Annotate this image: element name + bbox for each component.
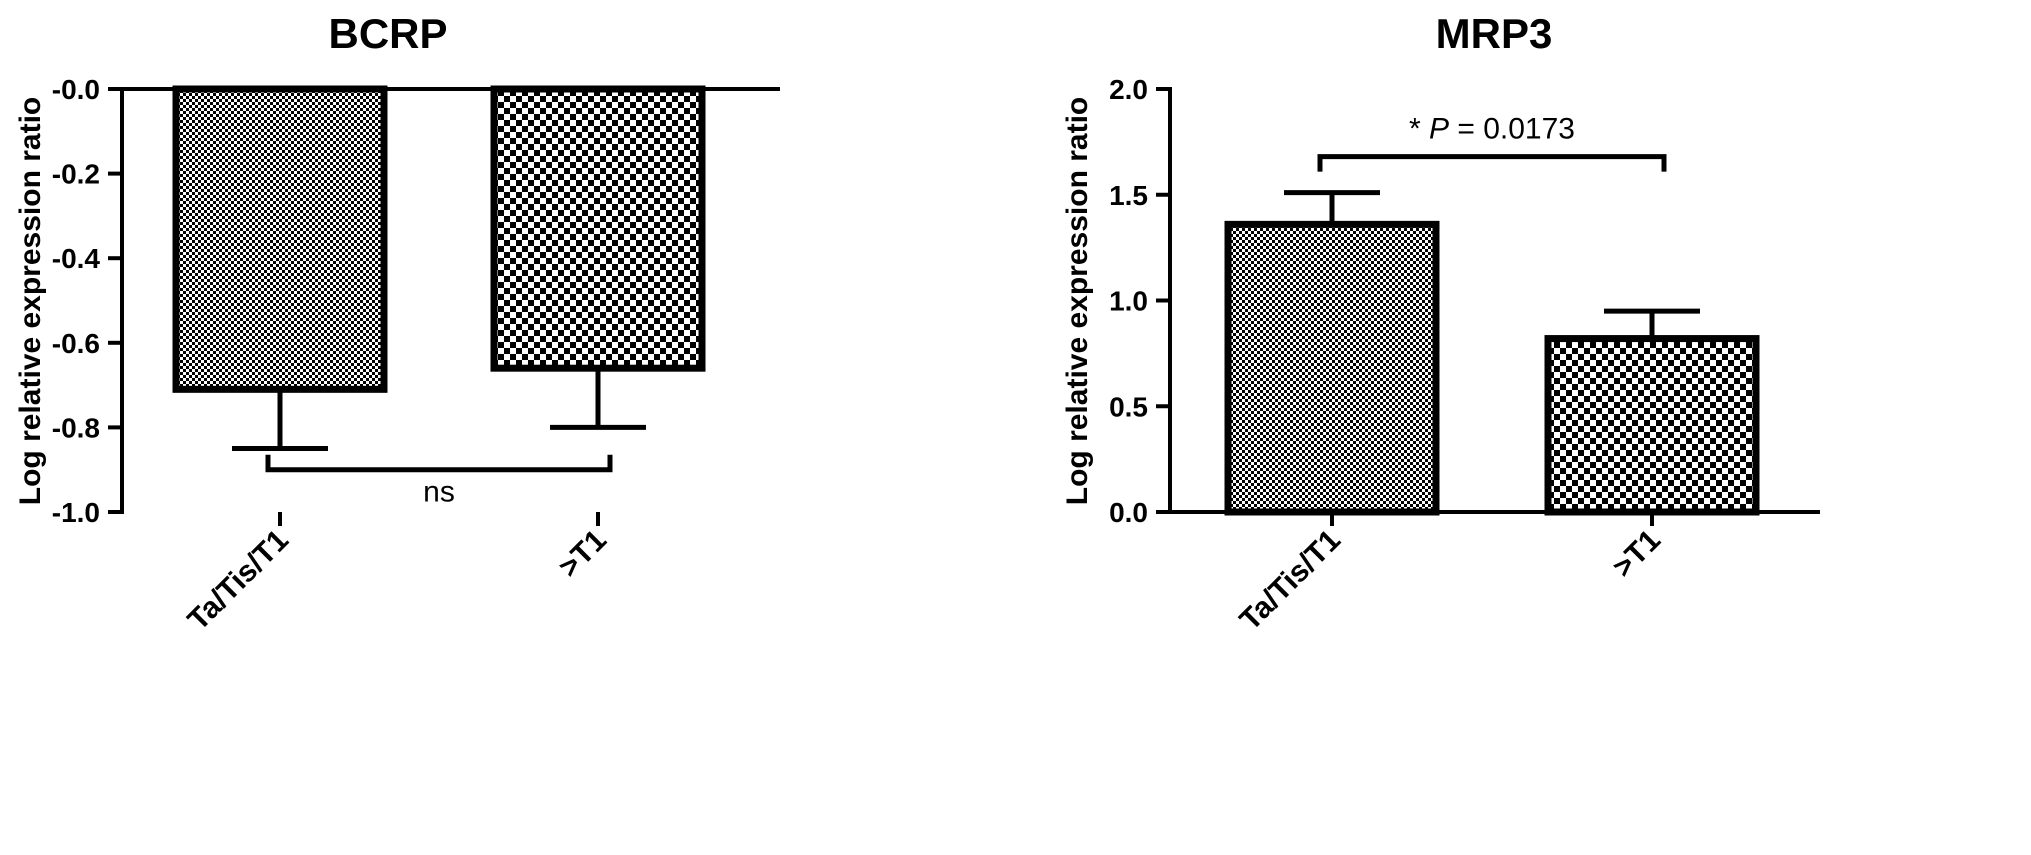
significance-p-italic: P xyxy=(1429,113,1449,146)
bar-ta-tis-t1 xyxy=(1224,220,1440,516)
y-tick-label: -0.4 xyxy=(52,243,101,274)
bars xyxy=(1224,220,1760,516)
x-axis-ticks xyxy=(1330,512,1654,526)
x-tick-labels: Ta/Tis/T1 >T1 xyxy=(182,524,613,637)
significance-label: * P = 0.0173 xyxy=(1409,113,1575,146)
significance-bracket: ns xyxy=(265,454,613,509)
significance-prefix: * xyxy=(1409,113,1429,146)
y-tick-label: -0.2 xyxy=(52,159,100,190)
error-bars xyxy=(1284,190,1700,339)
significance-value: = 0.0173 xyxy=(1449,113,1575,146)
significance-bracket: * P = 0.0173 xyxy=(1317,113,1667,172)
chart-panel-bcrp: BCRP Log relative expression ratio -0.0 … xyxy=(14,10,780,637)
y-axis-label: Log relative expression ratio xyxy=(14,97,47,505)
y-tick-labels: -0.0 -0.2 -0.4 -0.6 -0.8 -1.0 xyxy=(52,74,101,528)
significance-label: ns xyxy=(423,476,455,509)
error-bars xyxy=(232,368,646,452)
x-tick-label: >T1 xyxy=(1606,524,1666,584)
x-tick-labels: Ta/Tis/T1 >T1 xyxy=(1234,524,1667,637)
x-tick-label: Ta/Tis/T1 xyxy=(1234,524,1347,637)
chart-title: BCRP xyxy=(328,10,447,57)
x-tick-label: >T1 xyxy=(552,524,612,584)
y-tick-label: 1.0 xyxy=(1109,286,1148,317)
y-tick-label: -0.6 xyxy=(52,328,100,359)
bracket-line xyxy=(265,454,613,473)
bar-ta-tis-t1 xyxy=(172,85,388,393)
y-axis-label: Log relative expression ratio xyxy=(1061,97,1094,505)
y-tick-labels: 2.0 1.5 1.0 0.5 0.0 xyxy=(1109,74,1148,528)
chart-title: MRP3 xyxy=(1436,10,1553,57)
y-tick-label: -0.0 xyxy=(52,74,100,105)
y-tick-label: 1.5 xyxy=(1109,180,1148,211)
bars xyxy=(172,85,706,393)
y-axis-ticks xyxy=(1156,87,1170,514)
bracket-line xyxy=(1317,154,1667,172)
bar-gt-t1 xyxy=(490,85,706,372)
x-axis-ticks xyxy=(278,512,600,526)
x-tick-label: Ta/Tis/T1 xyxy=(182,524,295,637)
y-tick-label: -0.8 xyxy=(52,412,100,443)
bar-gt-t1 xyxy=(1544,335,1760,516)
y-tick-label: 0.0 xyxy=(1109,497,1148,528)
y-tick-label: 0.5 xyxy=(1109,391,1148,422)
chart-panel-mrp3: MRP3 Log relative expression ratio 2.0 1… xyxy=(1061,10,1820,637)
y-axis-ticks xyxy=(108,87,122,514)
y-tick-label: 2.0 xyxy=(1109,74,1148,105)
y-tick-label: -1.0 xyxy=(52,497,100,528)
